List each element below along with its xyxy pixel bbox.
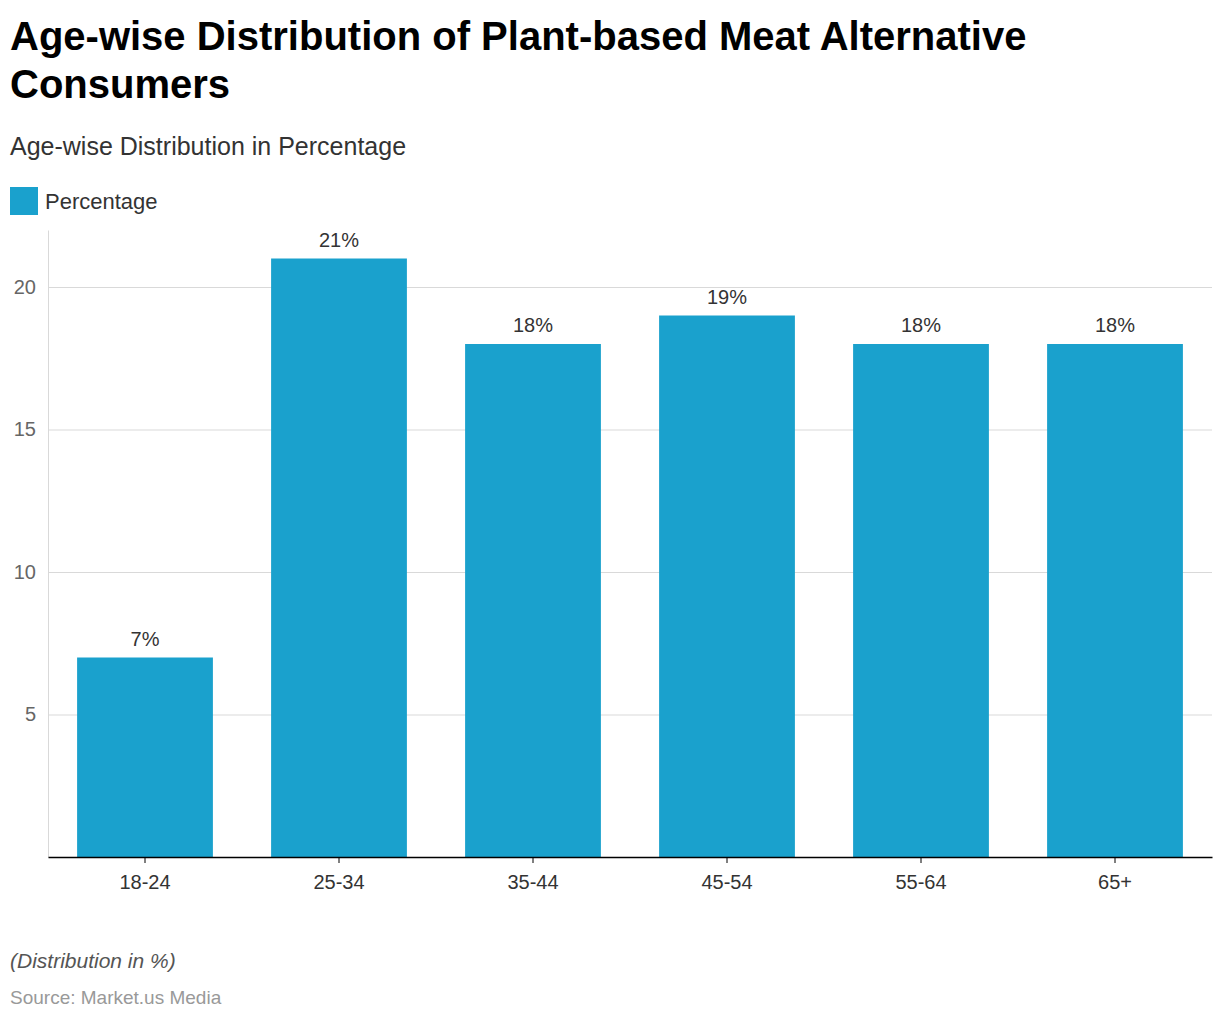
legend-label: Percentage xyxy=(45,189,158,214)
legend: Percentage xyxy=(10,187,158,215)
data-label: 18% xyxy=(513,314,553,336)
x-tick: 55-64 xyxy=(895,857,946,893)
x-tick: 25-34 xyxy=(313,857,364,893)
x-axis: 18-24 25-34 35-44 45-54 55-64 65+ xyxy=(49,857,1213,893)
source: Source: Market.us Media xyxy=(10,987,222,1008)
y-axis: 5 10 15 20 xyxy=(14,231,1212,858)
grid-line xyxy=(48,430,1212,431)
bar xyxy=(853,344,989,857)
x-tick-label: 25-34 xyxy=(313,871,364,893)
x-tick-mark xyxy=(339,857,340,863)
grid-line xyxy=(48,287,1212,288)
data-label: 18% xyxy=(901,314,941,336)
subtitle: Age-wise Distribution in Percentage xyxy=(10,132,406,160)
y-axis-line xyxy=(48,231,49,858)
x-tick-label: 65+ xyxy=(1098,871,1132,893)
x-tick-mark xyxy=(1115,857,1116,863)
bar xyxy=(77,658,213,858)
x-tick-label: 45-54 xyxy=(701,871,752,893)
x-tick: 35-44 xyxy=(507,857,558,893)
x-tick-label: 18-24 xyxy=(119,871,170,893)
title-line: Consumers xyxy=(10,62,230,106)
title-line: Age-wise Distribution of Plant-based Mea… xyxy=(10,14,1026,58)
x-tick: 65+ xyxy=(1098,857,1132,893)
x-tick-label: 35-44 xyxy=(507,871,558,893)
data-labels: 7% 21% 18% 19% 18% 18% xyxy=(131,229,1136,650)
x-tick-mark xyxy=(727,857,728,863)
x-tick: 18-24 xyxy=(119,857,170,893)
data-label: 21% xyxy=(319,229,359,251)
x-tick: 45-54 xyxy=(701,857,752,893)
bar xyxy=(271,259,407,858)
caption: (Distribution in %) xyxy=(10,949,176,972)
chart: Age-wise Distribution of Plant-based Mea… xyxy=(0,0,1220,1020)
y-tick: 10 xyxy=(14,561,1212,583)
data-label: 18% xyxy=(1095,314,1135,336)
x-tick-label: 55-64 xyxy=(895,871,946,893)
grid-line xyxy=(48,572,1212,573)
y-tick: 20 xyxy=(14,276,1212,298)
legend-swatch xyxy=(10,187,38,215)
y-tick-label: 15 xyxy=(14,418,36,440)
data-label: 19% xyxy=(707,286,747,308)
y-tick-label: 10 xyxy=(14,561,36,583)
y-tick: 15 xyxy=(14,418,1212,440)
title: Age-wise Distribution of Plant-based Mea… xyxy=(10,14,1026,106)
x-tick-mark xyxy=(145,857,146,863)
bar xyxy=(465,344,601,857)
bars xyxy=(77,259,1183,858)
bar xyxy=(1047,344,1183,857)
y-tick-label: 20 xyxy=(14,276,36,298)
x-axis-line xyxy=(49,857,1213,859)
x-tick-mark xyxy=(533,857,534,863)
bar xyxy=(659,316,795,858)
x-tick-mark xyxy=(921,857,922,863)
data-label: 7% xyxy=(131,628,160,650)
grid-line xyxy=(48,715,1212,716)
y-tick-label: 5 xyxy=(25,703,36,725)
